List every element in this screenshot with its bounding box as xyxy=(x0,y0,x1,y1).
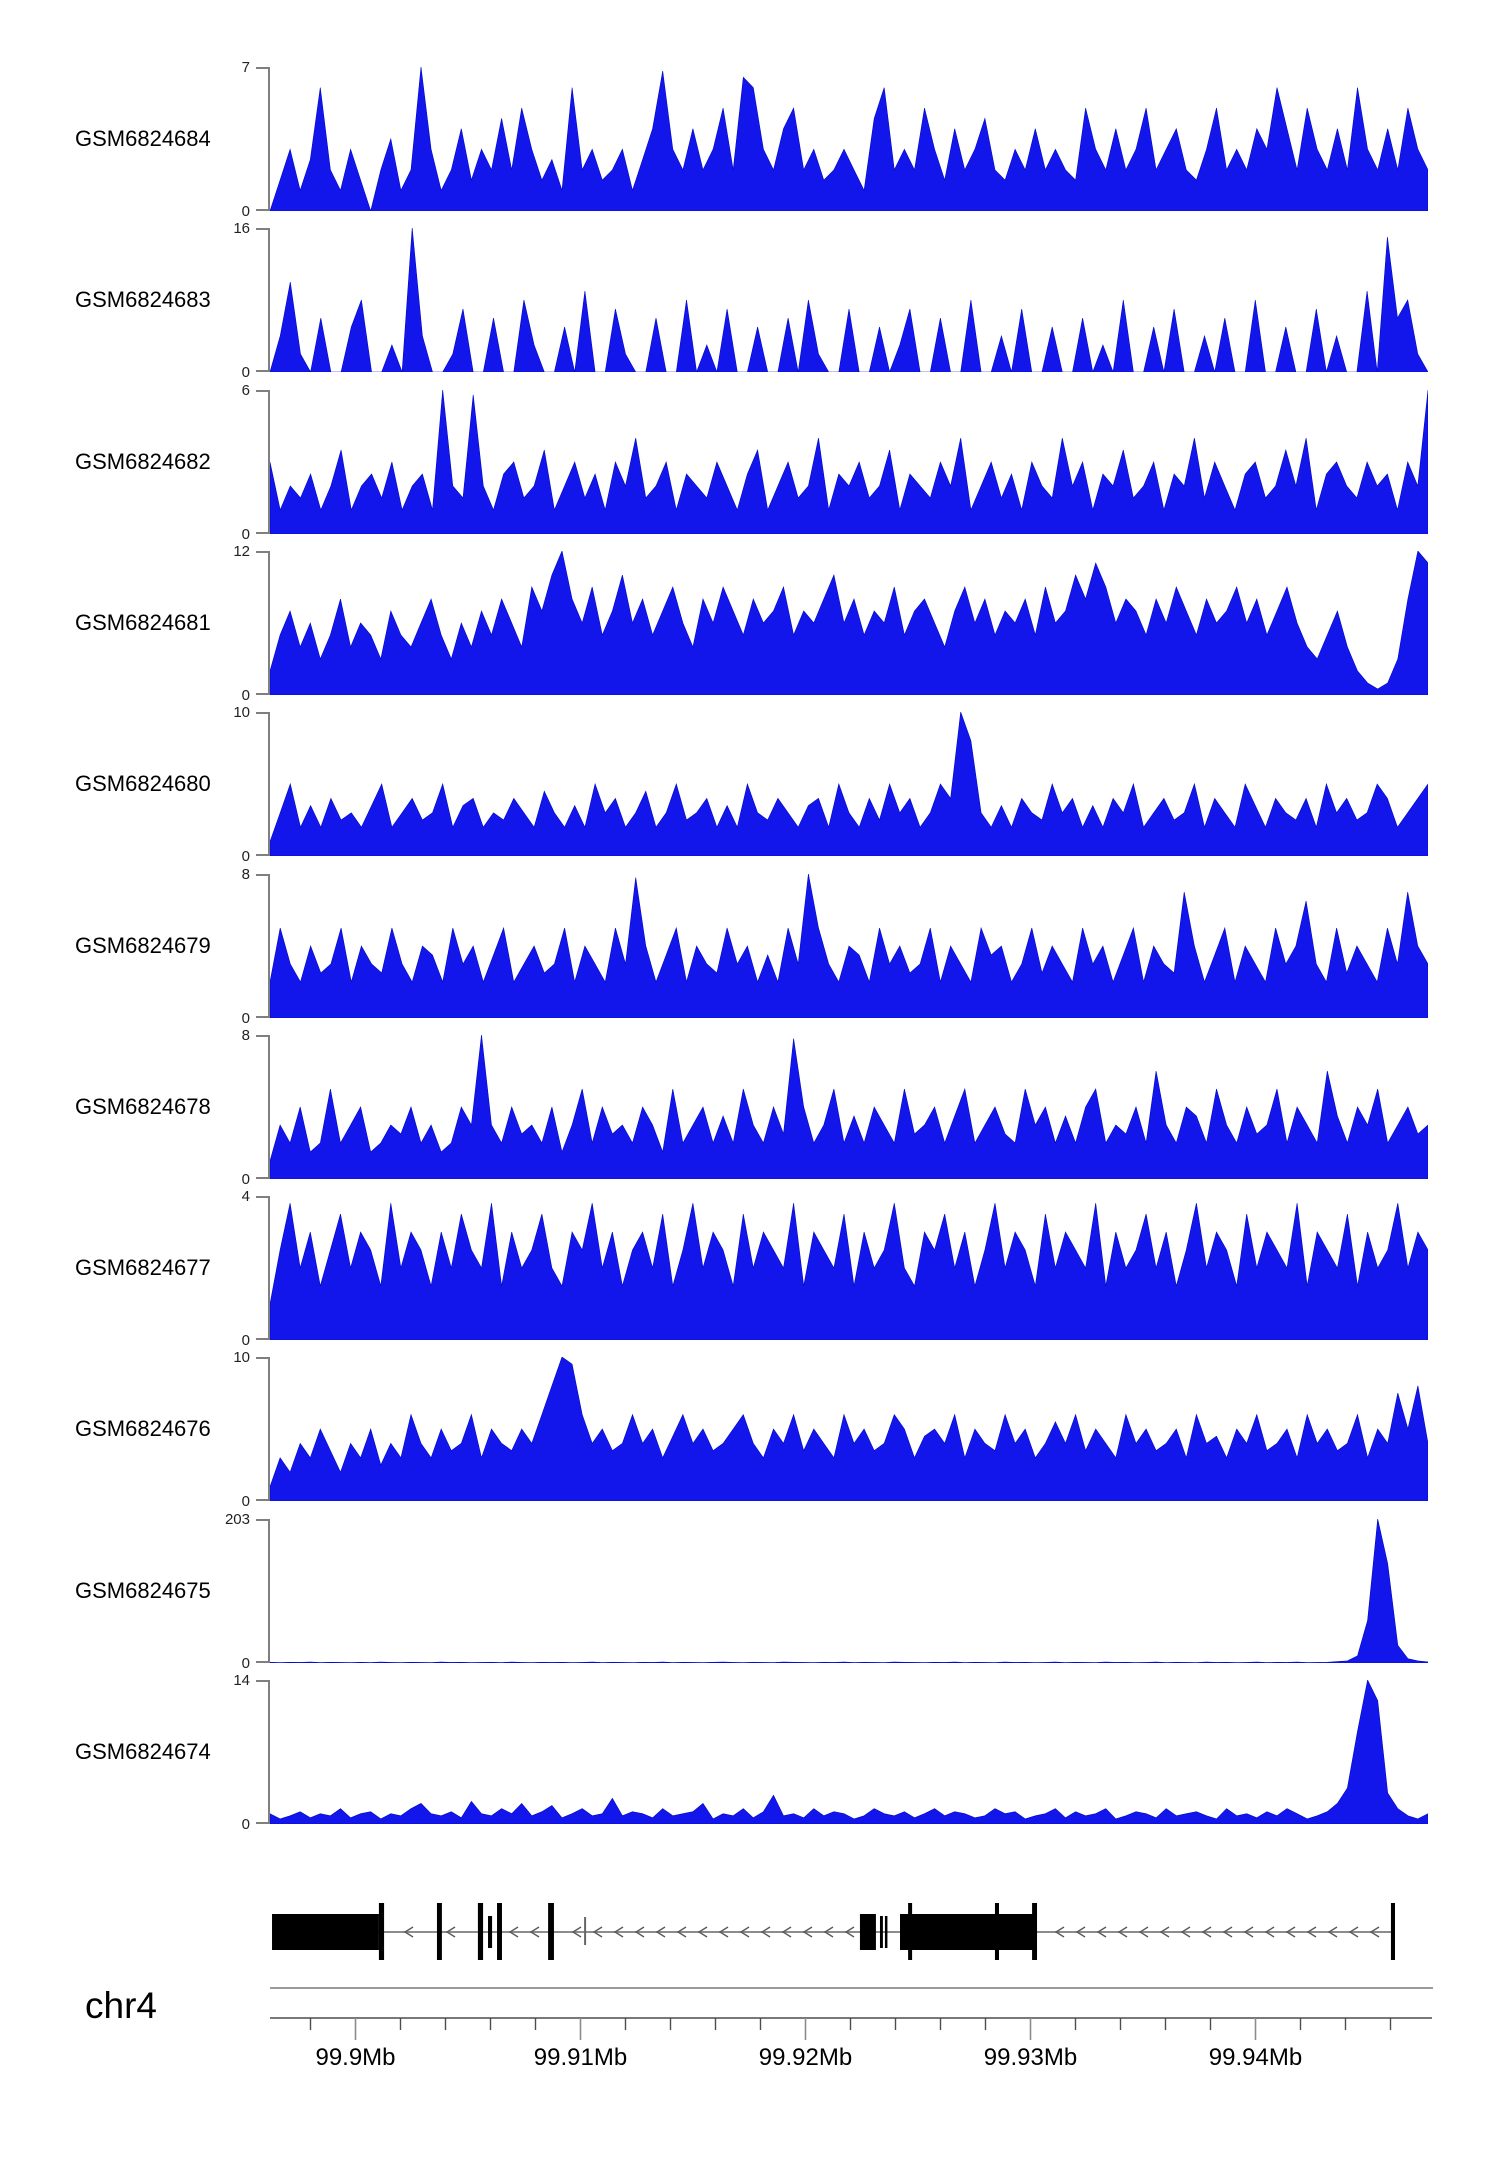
track-label: GSM6824683 xyxy=(75,287,211,312)
svg-text:0: 0 xyxy=(242,1816,250,1833)
chromosome-line xyxy=(270,1987,1433,1989)
gene-model-track xyxy=(272,1903,1395,1960)
track-y-axis: 14 0 xyxy=(233,1672,270,1833)
axis-tick-label: 99.92Mb xyxy=(759,2044,852,2071)
track-y-axis: 80 xyxy=(242,1027,270,1188)
svg-text:10: 10 xyxy=(233,1349,250,1366)
svg-text:0: 0 xyxy=(242,687,250,704)
axis-tick-label: 99.94Mb xyxy=(1209,2044,1302,2071)
coverage-area-plot xyxy=(270,390,1428,534)
track-label: GSM6824684 xyxy=(75,126,211,151)
svg-text:203: 203 xyxy=(225,1511,250,1528)
genome-axis-ruler: 99.9Mb 99.91Mb 99.92Mb 99.93Mb 99.94Mb xyxy=(270,2017,1432,2071)
svg-text:0: 0 xyxy=(242,1332,250,1349)
track-label: GSM6824674 xyxy=(75,1739,211,1764)
track-label: GSM6824679 xyxy=(75,933,211,958)
svg-text:0: 0 xyxy=(242,364,250,381)
svg-text:16: 16 xyxy=(233,220,250,237)
svg-text:0: 0 xyxy=(242,526,250,543)
coverage-area-plot xyxy=(270,1519,1428,1663)
track-label: GSM6824682 xyxy=(75,449,211,474)
track-y-axis: 10 0 xyxy=(233,704,270,865)
track-label: GSM6824677 xyxy=(75,1255,211,1280)
svg-text:8: 8 xyxy=(242,866,250,883)
track-label: GSM6824681 xyxy=(75,610,211,635)
axis-tick-label: 99.91Mb xyxy=(534,2044,627,2071)
svg-text:0: 0 xyxy=(242,1493,250,1510)
track-y-axis: 60 xyxy=(242,382,270,543)
gene-model-geometry xyxy=(272,1903,1395,1960)
coverage-area-plot xyxy=(270,228,1428,372)
svg-text:6: 6 xyxy=(242,382,250,399)
coverage-area-plot xyxy=(270,874,1428,1018)
svg-text:0: 0 xyxy=(242,1655,250,1672)
svg-text:0: 0 xyxy=(242,1171,250,1188)
svg-text:0: 0 xyxy=(242,848,250,865)
track-label: GSM6824675 xyxy=(75,1578,211,1603)
coverage-area-plot xyxy=(270,1357,1428,1501)
coverage-area-plot xyxy=(270,1680,1428,1824)
chromosome-label: chr4 xyxy=(85,1985,157,2026)
svg-text:0: 0 xyxy=(242,203,250,220)
track-label: GSM6824680 xyxy=(75,771,211,796)
svg-text:10: 10 xyxy=(233,704,250,721)
svg-text:4: 4 xyxy=(242,1188,250,1205)
track-label: GSM6824678 xyxy=(75,1094,211,1119)
coverage-area-plot xyxy=(270,712,1428,856)
axis-tick-label: 99.93Mb xyxy=(984,2044,1077,2071)
track-y-axis: 70 xyxy=(242,59,270,220)
track-label: GSM6824676 xyxy=(75,1416,211,1441)
svg-text:12: 12 xyxy=(233,543,250,560)
track-y-axis: 16 0 xyxy=(233,220,270,381)
svg-text:8: 8 xyxy=(242,1027,250,1044)
svg-text:14: 14 xyxy=(233,1672,250,1689)
axis-tick-label: 99.9Mb xyxy=(315,2044,395,2071)
coverage-area-plot xyxy=(270,1203,1428,1340)
svg-text:7: 7 xyxy=(242,59,250,76)
track-y-axis: 80 xyxy=(242,866,270,1027)
coverage-area-plot xyxy=(270,551,1428,695)
track-y-axis: 10 0 xyxy=(233,1349,270,1510)
track-y-axis: 12 0 xyxy=(233,543,270,704)
track-y-axis: 40 xyxy=(242,1188,270,1349)
coverage-area-plot xyxy=(270,1035,1428,1179)
coverage-area-plot xyxy=(270,67,1428,211)
svg-text:0: 0 xyxy=(242,1010,250,1027)
